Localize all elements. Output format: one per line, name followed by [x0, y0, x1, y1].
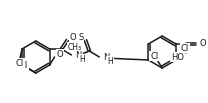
Text: H: H — [107, 57, 113, 66]
Text: Cl: Cl — [16, 59, 24, 67]
Text: N: N — [76, 52, 82, 60]
Text: Cl: Cl — [181, 43, 189, 53]
Text: CH₃: CH₃ — [68, 43, 82, 52]
Text: O: O — [57, 50, 63, 59]
Text: Cl: Cl — [20, 60, 28, 70]
Text: O: O — [69, 33, 76, 43]
Text: H: H — [79, 54, 85, 64]
Text: Cl: Cl — [150, 52, 158, 60]
Text: O: O — [200, 39, 206, 49]
Text: S: S — [78, 33, 83, 42]
Text: HO: HO — [171, 53, 184, 61]
Text: N: N — [103, 53, 110, 63]
